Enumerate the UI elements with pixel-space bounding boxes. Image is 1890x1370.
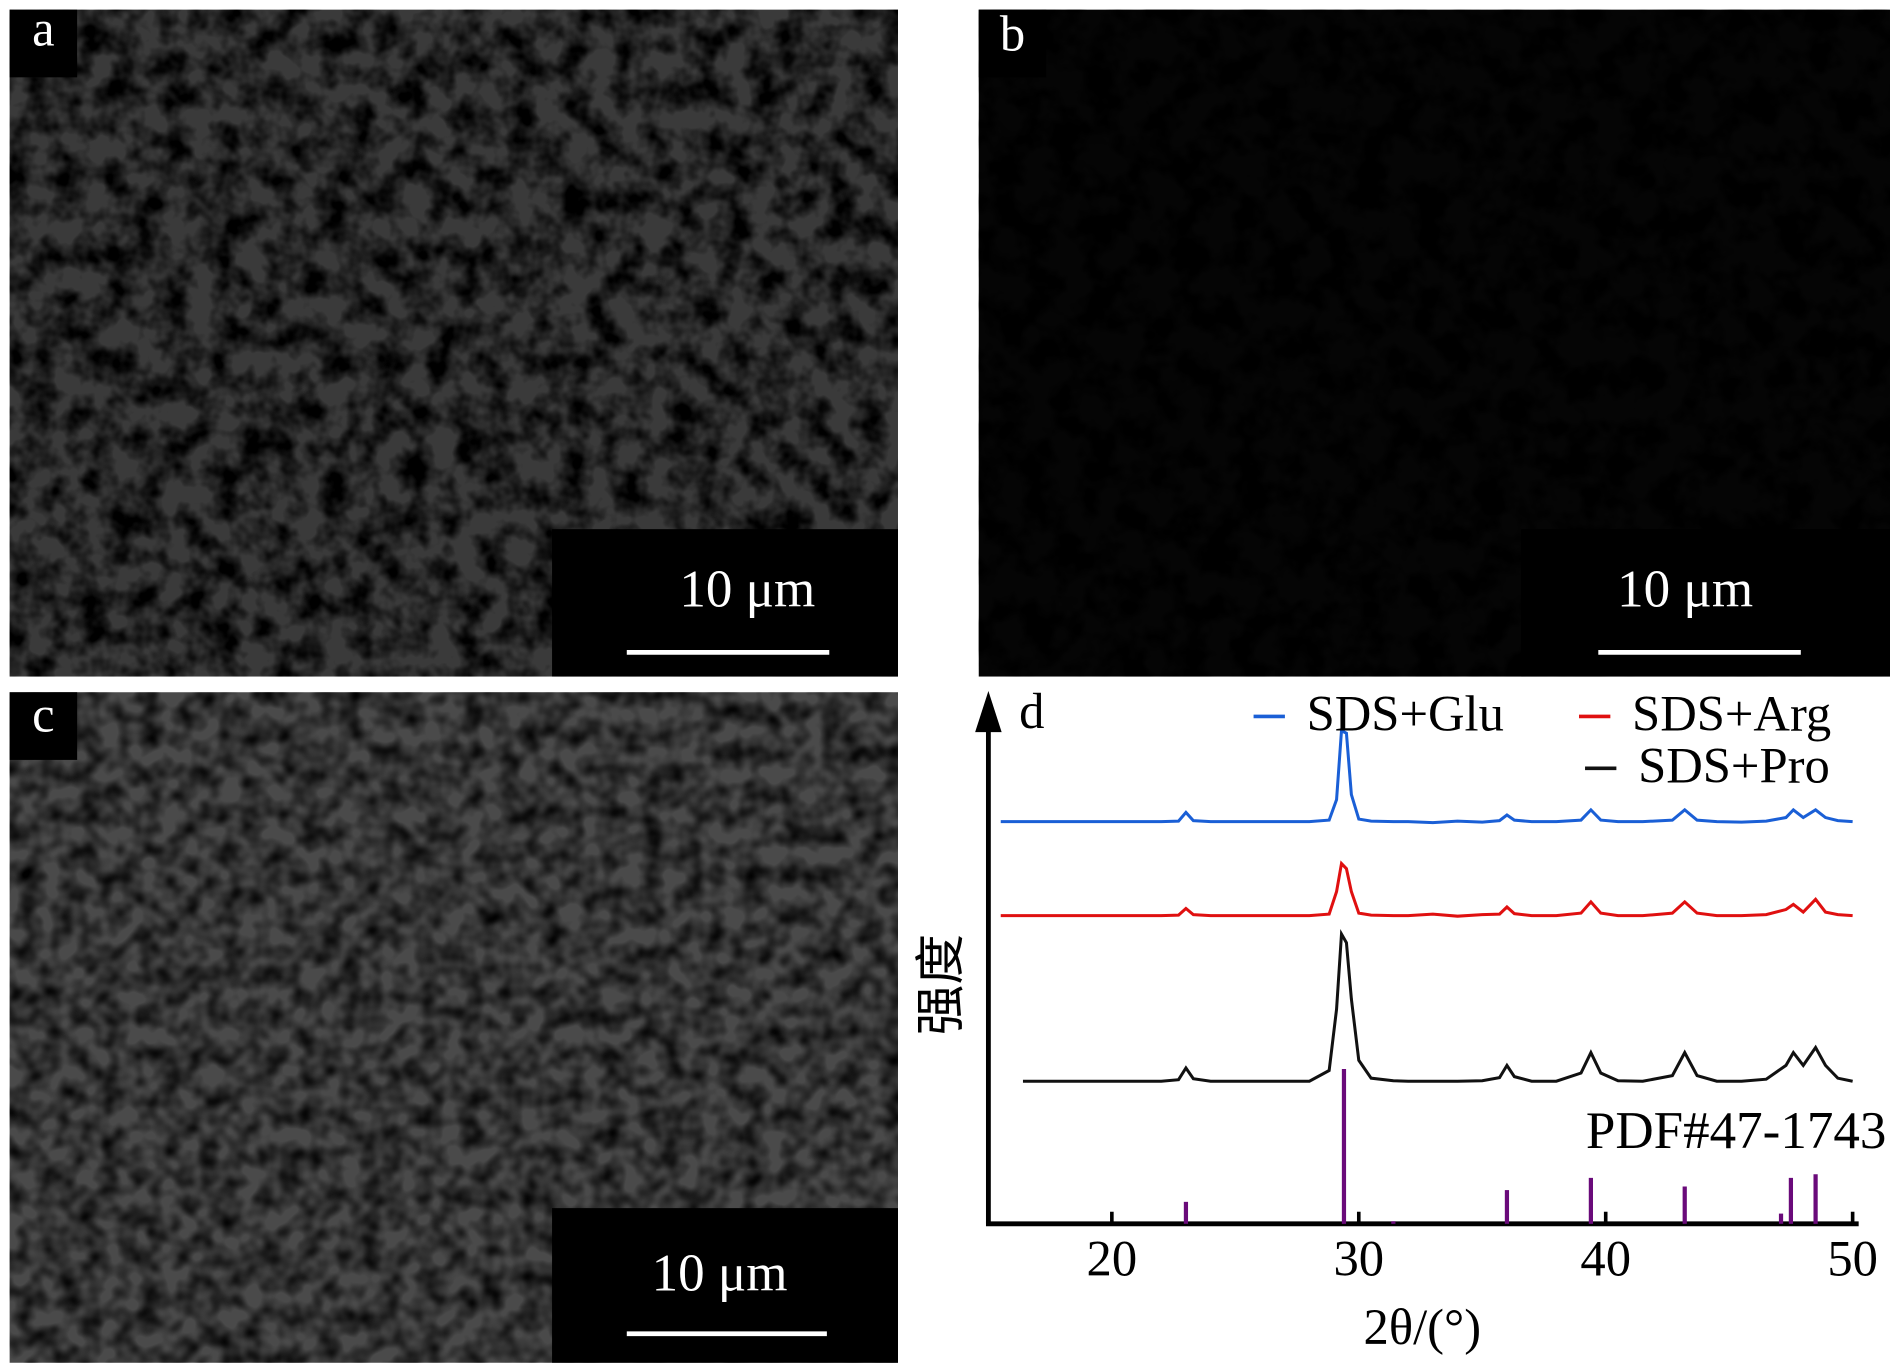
legend-label: SDS+Arg (1632, 685, 1831, 741)
x-tick-label: 50 (1827, 1230, 1878, 1286)
panel-c: c 10 μm (9, 687, 898, 1363)
data-line (1022, 928, 1853, 1083)
panel-b: b 10 μm (978, 5, 1890, 677)
label-box (9, 9, 78, 78)
panel-label: d (1019, 683, 1044, 739)
y-axis-arrow (975, 691, 1002, 733)
data-line (1000, 860, 1853, 918)
y-axis-label: 强度 (913, 934, 969, 1035)
x-tick-label: 20 (1087, 1230, 1138, 1286)
label-box (978, 9, 1047, 78)
label-box (9, 692, 78, 760)
x-axis-label: 2θ/(°) (1364, 1299, 1482, 1355)
legend-label: SDS+Glu (1307, 685, 1504, 741)
scale-label: 10 μm (652, 1244, 788, 1302)
legend-label: SDS+Pro (1638, 737, 1830, 793)
panel-a: a 10 μm (9, 0, 898, 677)
scale-label: 10 μm (1617, 561, 1753, 619)
x-tick-label: 30 (1333, 1230, 1384, 1286)
scale-label: 10 μm (679, 561, 815, 619)
panel-label: a (32, 0, 54, 56)
reference-label: PDF#47-1743 (1586, 1102, 1886, 1160)
panel-label: b (1000, 5, 1025, 61)
panel-d: d 2θ/(°) 强度 20 30 40 50 PDF#47-1743 SDS+Glu SD… (913, 683, 1887, 1355)
data-line (1000, 728, 1853, 825)
scale-box (552, 1208, 898, 1363)
x-tick-label: 40 (1580, 1230, 1631, 1286)
panel-label: c (32, 687, 54, 743)
